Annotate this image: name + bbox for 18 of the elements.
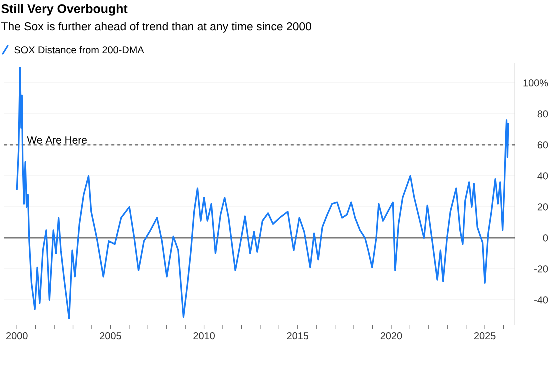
chart-title: Still Very Overbought <box>2 4 128 16</box>
x-tick-label: 2020 <box>380 332 402 340</box>
y-tick-label: 0 <box>543 234 548 242</box>
y-tick-label: 80 <box>538 110 548 118</box>
y-tick-label: -40 <box>534 296 548 304</box>
x-tick-label: 2005 <box>100 332 122 340</box>
y-tick-label: 20 <box>538 204 548 211</box>
ref-line-label: We Are Here <box>27 136 87 144</box>
x-tick-label: 2015 <box>287 332 309 340</box>
x-tick-label: 2010 <box>194 332 215 340</box>
legend-label: SOX Distance from 200-DMA <box>14 46 144 54</box>
chart-subtitle: The Sox is further ahead of trend than at any time since 2000 <box>1 22 312 33</box>
x-tick-label: 2025 <box>474 332 496 340</box>
y-tick-label: 100% <box>524 80 548 87</box>
y-tick-label: 60 <box>538 142 548 149</box>
x-tick-label: 2000 <box>6 332 28 340</box>
y-tick-label: -20 <box>534 266 548 273</box>
y-tick-label: 40 <box>538 172 548 180</box>
